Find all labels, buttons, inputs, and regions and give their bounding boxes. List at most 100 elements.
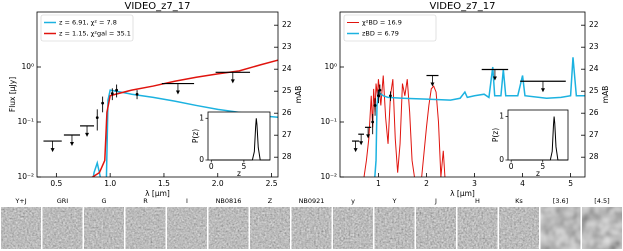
series-line — [92, 89, 278, 177]
stamp-label: GRI — [57, 197, 69, 205]
limit-arrow-head — [230, 79, 235, 84]
inset-y-tick-label: 0 — [499, 155, 504, 164]
limit-arrow-head — [359, 141, 364, 146]
inset-y-label: P(z) — [191, 129, 200, 143]
y2-tick-label: 23 — [589, 42, 599, 51]
data-point — [101, 101, 105, 105]
stamp-label: Ks — [515, 197, 523, 205]
stamp-image — [582, 207, 622, 249]
inset-x-tick-label: 0 — [509, 162, 514, 171]
inset-y-label: P(z) — [491, 128, 500, 142]
inset-y-tick-label: 0 — [199, 155, 204, 164]
inset-x-tick-label: 0 — [209, 162, 214, 171]
chart: VIDEO_z7_17 10⁻² 10⁻¹ 10⁰ 22 23 24 25 26 27 28 0.5 1… — [8, 1, 303, 198]
y2-axis-label: mAB — [601, 86, 610, 104]
y-tick-label: 10⁻¹ — [17, 117, 34, 126]
plot-frame — [36, 11, 279, 178]
inset-line — [211, 118, 270, 161]
data-point — [115, 88, 119, 92]
y2-tick-label: 23 — [282, 42, 292, 51]
stamp-label: R — [143, 197, 148, 205]
x-tick-label: 2.0 — [212, 179, 224, 188]
stamp-image — [416, 207, 456, 249]
stamp-label: G — [101, 197, 106, 205]
upper-limit — [364, 126, 372, 139]
legend-label: z = 6.91, χ² = 7.8 — [59, 19, 117, 27]
data-point — [373, 104, 377, 107]
y2-tick-label: 26 — [282, 108, 292, 117]
stamp-image — [125, 207, 166, 249]
y2-tick-label: 22 — [282, 20, 292, 29]
inset-y-tick-label: 1 — [199, 113, 204, 122]
stamp-label: Y — [392, 197, 397, 205]
y2-tick-label: 26 — [589, 108, 599, 117]
inset-x-tick-label: 5 — [242, 162, 247, 171]
upper-limit — [215, 71, 251, 84]
stamp-image — [250, 207, 290, 249]
data-point — [377, 94, 380, 98]
stamp-label: Z — [268, 197, 273, 205]
legend-label: zBD = 6.79 — [362, 30, 399, 38]
y2-tick-label: 25 — [589, 86, 599, 95]
stamp-label: H — [475, 197, 480, 205]
upper-limit — [80, 125, 95, 137]
inset-x-tick-label: 5 — [540, 162, 545, 171]
data-point — [135, 92, 139, 96]
stamp-label: I — [186, 197, 188, 205]
inset-bg — [207, 111, 271, 161]
y2-tick-label: 25 — [282, 86, 292, 95]
limit-arrow-head — [540, 88, 545, 93]
chart-title: VIDEO_z7_17 — [124, 1, 190, 12]
stamp-image — [208, 207, 249, 249]
x-tick-label: 3 — [472, 179, 477, 188]
data-point — [389, 94, 392, 98]
x-tick-label: 0.5 — [50, 179, 62, 188]
legend-box — [343, 14, 437, 42]
stamp-label: NB0816 — [216, 197, 242, 205]
stamp-label: y — [351, 197, 355, 205]
y2-tick-label: 28 — [282, 152, 292, 161]
y-tick-label: 10⁻¹ — [320, 117, 337, 126]
x-tick-label: 2.5 — [266, 179, 278, 188]
upper-limit — [358, 133, 365, 146]
chart-title: VIDEO_z7_17 — [429, 1, 495, 12]
x-tick-label: 1.5 — [158, 179, 170, 188]
inset-bg — [507, 109, 569, 161]
y-tick-label: 10⁻² — [320, 172, 337, 181]
x-tick-label: 4 — [520, 179, 525, 188]
limit-arrow-head — [175, 90, 180, 95]
stamp-image — [42, 207, 83, 249]
y-tick-label: 10⁻² — [17, 172, 34, 181]
legend-label: χ²BD = 16.9 — [362, 19, 402, 27]
y2-tick-label: 24 — [589, 64, 599, 73]
inset-x-label: z — [536, 169, 540, 178]
stamp-label: [3.6] — [553, 197, 568, 205]
plot-area — [43, 59, 278, 177]
limit-arrow-head — [50, 148, 55, 153]
y-tick-label: 10⁰ — [21, 62, 34, 71]
plot-area — [352, 57, 585, 177]
x-tick-label: 1.0 — [104, 179, 116, 188]
data-point — [95, 116, 99, 120]
stamp-label: [4.5] — [594, 197, 609, 205]
upper-limit — [426, 74, 439, 87]
limit-arrow-head — [492, 76, 497, 81]
stamp-image — [374, 207, 415, 249]
y-tick-label: 10⁰ — [324, 62, 337, 71]
upper-limit — [43, 140, 62, 153]
data-point — [110, 92, 114, 95]
x-tick-label: 2 — [424, 179, 429, 188]
stamp-image — [457, 207, 498, 249]
limit-arrow-head — [430, 82, 435, 87]
legend-box — [40, 14, 134, 42]
data-point — [371, 120, 375, 124]
series-line — [363, 75, 446, 177]
inset-y-tick-label: 1 — [499, 112, 504, 121]
limit-arrow-head — [85, 132, 90, 137]
legend-label: z = 1.15, χ²gal = 35.1 — [59, 30, 131, 38]
x-tick-label: 1 — [376, 179, 381, 188]
upper-limit — [520, 80, 566, 93]
inset-x-label: z — [237, 169, 241, 178]
